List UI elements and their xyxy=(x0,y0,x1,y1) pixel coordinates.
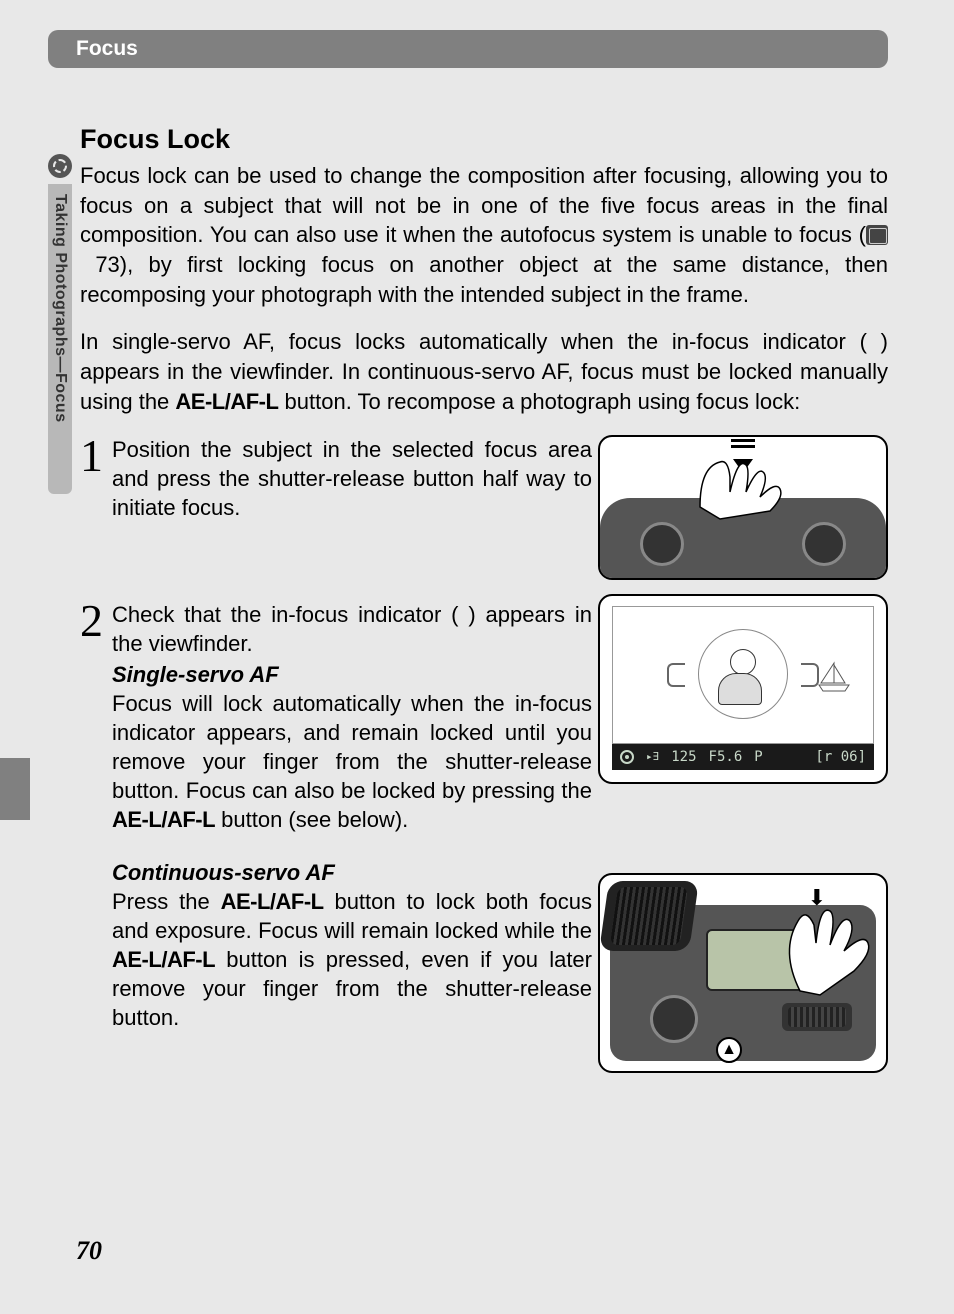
single-servo-heading: Single-servo AF xyxy=(112,660,592,689)
section-icon xyxy=(48,154,72,178)
page-ref-icon xyxy=(866,225,888,245)
section-header-title: Focus xyxy=(76,37,138,61)
illustration-shutter-press xyxy=(598,435,888,580)
step-number: 2 xyxy=(80,600,108,1032)
intro-paragraph-1: Focus lock can be used to change the com… xyxy=(80,161,888,309)
continuous-servo-body: Press the AE-L/AF-L button to lock both … xyxy=(112,887,592,1032)
page-heading: Focus Lock xyxy=(80,124,888,155)
thumb-index-tab xyxy=(0,758,30,820)
page-content: Focus Lock Focus lock can be used to cha… xyxy=(80,124,888,1050)
arrow-up-icon: ▲ xyxy=(716,1037,742,1063)
continuous-servo-heading: Continuous-servo AF xyxy=(112,858,592,887)
intro-paragraph-2: In single-servo AF, focus locks automati… xyxy=(80,327,888,416)
sidebar-label: Taking Photographs—Focus xyxy=(48,190,72,490)
arrow-down-icon: ⬇ xyxy=(808,885,826,911)
section-header: Focus xyxy=(48,30,888,68)
illustration-ae-l-button: ⬇ ▲ xyxy=(598,873,888,1073)
step-number: 1 xyxy=(80,435,108,522)
step-2-text: Check that the in-focus indicator ( ) ap… xyxy=(112,600,592,658)
single-servo-body: Focus will lock automatically when the i… xyxy=(112,689,592,834)
step-1-text: Position the subject in the selected foc… xyxy=(112,435,592,522)
hand-icon xyxy=(680,437,800,527)
page-number: 70 xyxy=(76,1236,102,1266)
ae-l-af-l-label: AE-L/AF-L xyxy=(175,389,278,414)
